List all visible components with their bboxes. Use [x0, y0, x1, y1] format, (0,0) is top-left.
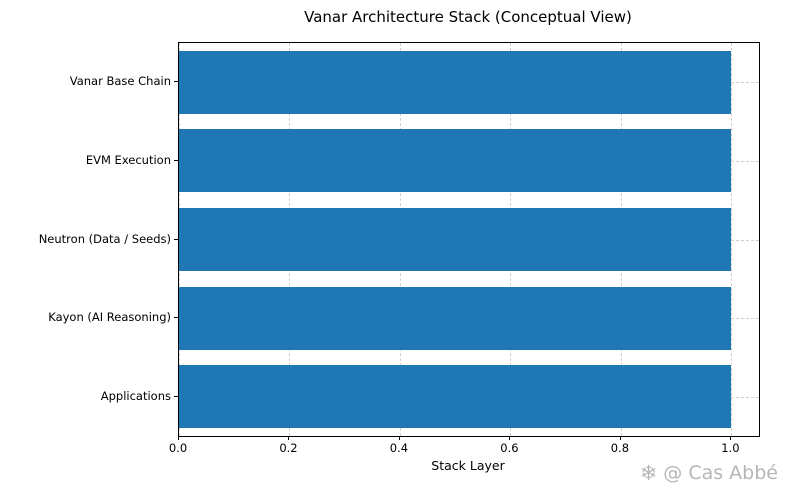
snowflake-icon: ❄ [639, 460, 658, 485]
y-tick-mark [174, 81, 178, 83]
bar-kayon-ai-reasoning [179, 286, 732, 350]
x-tick-label: 1.0 [721, 441, 740, 455]
x-tick-mark [178, 436, 179, 440]
y-tick-mark [174, 317, 178, 319]
y-tick-mark [174, 159, 178, 161]
y-tick-mark [174, 238, 178, 240]
x-tick-mark [730, 436, 732, 440]
y-tick-label: Vanar Base Chain [69, 74, 171, 89]
y-tick-label: EVM Execution [85, 152, 171, 167]
x-tick-mark [619, 436, 621, 440]
x-tick-label: 0.0 [168, 441, 188, 455]
bar-neutron-data-seeds [179, 208, 732, 271]
y-tick-mark [174, 395, 178, 397]
x-tick-label: 0.8 [610, 441, 630, 455]
x-tick-label: 0.6 [500, 441, 519, 455]
x-tick-mark [509, 436, 511, 440]
chart-title: Vanar Architecture Stack (Conceptual Vie… [304, 8, 632, 26]
plot-area [178, 42, 760, 437]
x-tick-mark [398, 436, 400, 440]
x-tick-label: 0.2 [279, 441, 298, 455]
x-tick-mark [288, 436, 290, 440]
gridline-vertical [731, 43, 733, 436]
x-axis-label: Stack Layer [431, 458, 505, 473]
bar-evm-execution [179, 129, 732, 193]
watermark: ❄ @ Cas Abbé [640, 462, 778, 484]
watermark-text: @ Cas Abbé [663, 462, 778, 484]
x-tick-label: 0.4 [389, 441, 409, 455]
y-tick-label: Applications [100, 388, 171, 403]
bar-applications [179, 365, 732, 429]
y-tick-label: Kayon (AI Reasoning) [48, 310, 171, 325]
y-tick-label: Neutron (Data / Seeds) [38, 231, 171, 246]
bar-vanar-base-chain [179, 50, 732, 114]
